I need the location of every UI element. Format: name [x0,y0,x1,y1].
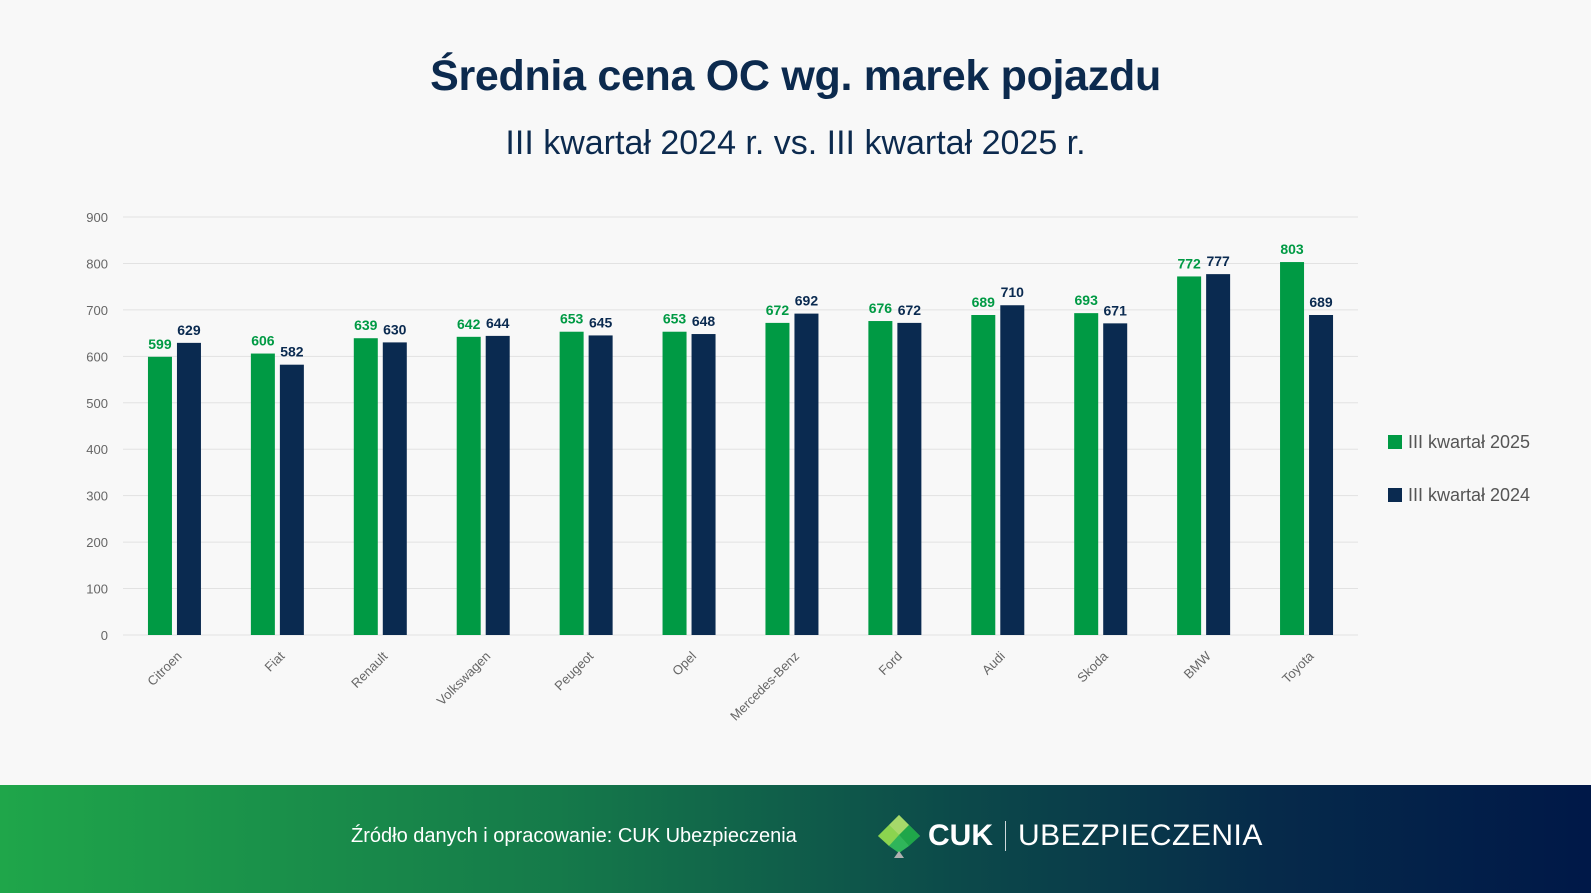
data-label: 653 [560,311,584,327]
data-label: 772 [1177,255,1201,271]
bar-2025[interactable] [1074,313,1099,635]
x-tick-label: Peugeot [551,648,596,693]
logo-ubezpieczenia-text: UBEZPIECZENIA [1018,819,1263,852]
data-label: 672 [898,302,922,318]
bar-chart: 0 100 200 300 400 500 600 700 800 900 599 629 606 58… [86,210,1358,724]
cuk-diamond-logo-icon [878,815,920,858]
bar-2024[interactable] [279,364,304,635]
bar-2025[interactable] [765,322,790,635]
grid-lines [123,216,1358,636]
bar-2024[interactable] [1309,314,1334,635]
bar-2025[interactable] [971,314,996,635]
data-label: 676 [869,300,893,316]
data-label: 642 [457,316,481,332]
data-label: 629 [177,322,201,338]
source-note: Źródło danych i opracowanie: CUK Ubezpie… [351,825,797,847]
bar-2024[interactable] [897,322,922,635]
y-tick-label: 900 [86,210,108,225]
bar-2024[interactable] [382,342,407,635]
data-label: 648 [692,313,716,329]
x-tick-label: Mercedes-Benz [727,649,802,724]
bar-2024[interactable] [1000,305,1025,635]
data-label: 582 [280,344,304,360]
bar-2025[interactable] [456,336,481,635]
chart-title: Średnia cena OC wg. marek pojazdu [430,52,1161,100]
data-label: 710 [1001,284,1025,300]
legend-label: III kwartał 2025 [1408,431,1531,452]
y-tick-label: 300 [86,489,108,504]
logo-divider [1005,821,1006,851]
x-tick-label: Fiat [262,648,288,674]
data-label: 606 [251,333,275,349]
data-label: 693 [1075,292,1099,308]
data-label: 803 [1280,241,1304,257]
data-label: 645 [589,314,613,330]
data-label: 639 [354,317,378,333]
chart-subtitle: III kwartał 2024 r. vs. III kwartał 2025… [505,124,1086,162]
bar-2024[interactable] [794,313,819,635]
bar-2025[interactable] [353,338,378,635]
y-tick-label: 500 [86,396,108,411]
y-tick-label: 400 [86,442,108,457]
bar-2025[interactable] [147,356,172,635]
data-label: 692 [795,293,819,309]
logo-cuk-text: CUK [928,819,993,852]
data-label: 630 [383,321,407,337]
bar-2024[interactable] [588,335,613,635]
data-label: 672 [766,302,790,318]
bar-2025[interactable] [1177,276,1202,635]
data-label: 777 [1206,253,1230,269]
bars [147,262,1334,635]
x-tick-label: Renault [348,648,391,691]
legend-item-2025[interactable]: III kwartał 2025 [1388,430,1530,454]
y-tick-label: 200 [86,535,108,550]
data-label: 689 [972,294,996,310]
x-tick-label: Ford [875,649,905,679]
bar-2025[interactable] [250,353,275,635]
cuk-logo[interactable]: CUK UBEZPIECZENIA [876,813,1263,859]
legend-item-2024[interactable]: III kwartał 2024 [1388,483,1530,507]
data-label: 689 [1309,294,1333,310]
y-tick-label: 600 [86,349,108,364]
x-tick-label: Opel [669,648,699,678]
legend-swatch-2025 [1388,435,1402,449]
y-tick-label: 0 [101,628,108,643]
bar-2025[interactable] [1280,262,1305,635]
data-label: 599 [148,336,172,352]
bar-2024[interactable] [485,335,510,635]
data-label: 644 [486,315,510,331]
x-tick-label: BMW [1181,648,1215,682]
bar-2025[interactable] [559,331,584,635]
data-label: 671 [1104,302,1128,318]
bar-2024[interactable] [1103,323,1128,635]
data-labels: 599 629 606 582 639 630 642 644 653 645 653 648 672 6… [148,241,1333,360]
legend: III kwartał 2025 III kwartał 2024 [1388,430,1530,536]
bar-2025[interactable] [868,321,893,635]
x-tick-label: Skoda [1074,648,1111,685]
x-axis-ticks: Citroen Fiat Renault Volkswagen Peugeot Opel M… [144,648,1317,724]
x-tick-label: Volkswagen [434,649,494,709]
footer-banner: Źródło danych i opracowanie: CUK Ubezpie… [0,785,1591,893]
bar-2024[interactable] [1206,274,1231,635]
bar-2024[interactable] [176,342,201,635]
legend-swatch-2024 [1388,488,1402,502]
y-tick-label: 100 [86,582,108,597]
legend-label: III kwartał 2024 [1408,484,1531,505]
x-tick-label: Audi [979,648,1008,677]
bar-2025[interactable] [662,331,687,635]
y-tick-label: 700 [86,303,108,318]
bar-2024[interactable] [691,334,716,635]
x-tick-label: Toyota [1279,648,1317,686]
y-tick-label: 800 [86,256,108,271]
y-axis-ticks: 0 100 200 300 400 500 600 700 800 900 [86,210,108,643]
x-tick-label: Citroen [144,649,184,689]
data-label: 653 [663,311,687,327]
